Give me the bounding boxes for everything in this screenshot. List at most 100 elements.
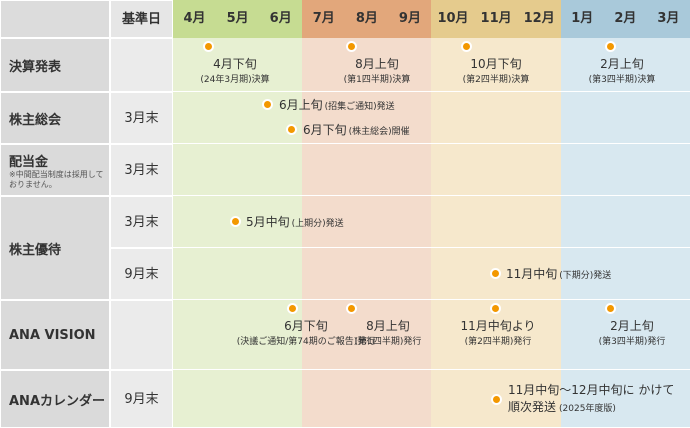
month-cell (173, 370, 218, 428)
month-cell (646, 92, 690, 144)
base-cell (110, 300, 173, 370)
month-cell (216, 370, 261, 428)
base-cell: 3月末 (110, 92, 173, 144)
row-label: 株主優待 (0, 196, 110, 300)
event-dot (605, 303, 616, 314)
month-header: 10月 (431, 0, 476, 38)
row-title: ANA VISION (9, 327, 96, 343)
row-label: 株主総会 (0, 92, 110, 144)
month-cell (259, 370, 304, 428)
event-dot (490, 303, 501, 314)
month-cell (259, 196, 304, 248)
month-header: 4月 (173, 0, 218, 38)
month-cell (646, 300, 690, 370)
month-header: 3月 (646, 0, 690, 38)
month-header: 9月 (388, 0, 433, 38)
month-header: 6月 (259, 0, 304, 38)
month-cell (216, 144, 261, 196)
month-cell (646, 248, 690, 300)
base-cell: 9月末 (110, 248, 173, 300)
month-cell (388, 248, 433, 300)
month-cell (388, 144, 433, 196)
month-cell (173, 248, 218, 300)
event-dot (490, 268, 501, 279)
month-cell (216, 92, 261, 144)
month-cell (603, 196, 648, 248)
event-dot (203, 41, 214, 52)
month-cell (173, 144, 218, 196)
month-cell (474, 196, 519, 248)
event-text: 5月中旬 (上期分)発送 (246, 214, 346, 232)
month-cell (388, 196, 433, 248)
row-title: 決算発表 (9, 59, 62, 75)
month-header: 2月 (603, 0, 648, 38)
month-cell (302, 370, 347, 428)
base-cell: 9月末 (110, 370, 173, 428)
event-text: 6月下旬 (株主総会)開催 (303, 122, 412, 140)
event-text: 6月上旬 (招集ご通知)発送 (279, 97, 397, 115)
month-cell (646, 144, 690, 196)
month-cell (603, 144, 648, 196)
month-cell (302, 196, 347, 248)
month-cell (474, 144, 519, 196)
month-cell (345, 370, 390, 428)
event-main: 6月上旬 (279, 98, 323, 112)
row-label: 配当金 ※中間配当制度は採用しておりません。 (0, 144, 110, 196)
event-main: 2月上旬 (610, 319, 654, 333)
month-header: 11月 (474, 0, 519, 38)
event-sub: (第1四半期)決算 (343, 75, 411, 85)
month-cell (259, 144, 304, 196)
event-sub: (第2四半期)決算 (462, 75, 530, 85)
row-title: 株主総会 (9, 112, 62, 128)
month-cell (302, 92, 347, 144)
month-cell (646, 38, 690, 92)
month-cell (388, 92, 433, 144)
row-note: ※中間配当制度は採用しておりません。 (9, 169, 104, 189)
month-cell (345, 196, 390, 248)
month-cell (431, 144, 476, 196)
event-main: 11月中旬 (506, 267, 558, 281)
event-sub: (決議ご通知/第74期のご報告)発行 (236, 337, 376, 347)
month-cell (173, 196, 218, 248)
event-main: 6月下旬 (284, 319, 328, 333)
month-header: 12月 (517, 0, 562, 38)
header-cell (0, 0, 110, 38)
month-cell (216, 248, 261, 300)
event-sub: (2025年度版) (559, 404, 616, 414)
base-cell (110, 38, 173, 92)
event-dot (346, 41, 357, 52)
month-cell (259, 248, 304, 300)
event-sub: (下期分)発送 (559, 271, 612, 281)
base-cell: 3月末 (110, 144, 173, 196)
event-main: 11月中旬より (460, 319, 536, 333)
event-main: 10月下旬 (470, 57, 522, 71)
month-cell (302, 248, 347, 300)
event-sub: (株主総会)開催 (348, 127, 410, 137)
event-main: 2月上旬 (600, 57, 644, 71)
base-cell: 3月末 (110, 196, 173, 248)
month-header: 5月 (216, 0, 261, 38)
event-main: 6月下旬 (303, 123, 347, 137)
month-cell (474, 92, 519, 144)
month-header: 7月 (302, 0, 347, 38)
month-cell (345, 248, 390, 300)
month-cell (431, 196, 476, 248)
month-header: 1月 (560, 0, 605, 38)
month-cell (302, 144, 347, 196)
month-cell (517, 370, 562, 428)
month-cell (517, 38, 562, 92)
month-cell (517, 144, 562, 196)
event-sub: (招集ご通知)発送 (324, 102, 395, 112)
event-dot (262, 99, 273, 110)
event-dot (491, 394, 502, 405)
month-cell (517, 248, 562, 300)
event-main: 5月中旬 (246, 215, 290, 229)
event-dot (461, 41, 472, 52)
month-cell (517, 92, 562, 144)
month-cell (646, 196, 690, 248)
event-sub: (24年3月期)決算 (200, 75, 270, 85)
month-cell (474, 38, 519, 92)
month-cell (431, 370, 476, 428)
month-cell (388, 370, 433, 428)
